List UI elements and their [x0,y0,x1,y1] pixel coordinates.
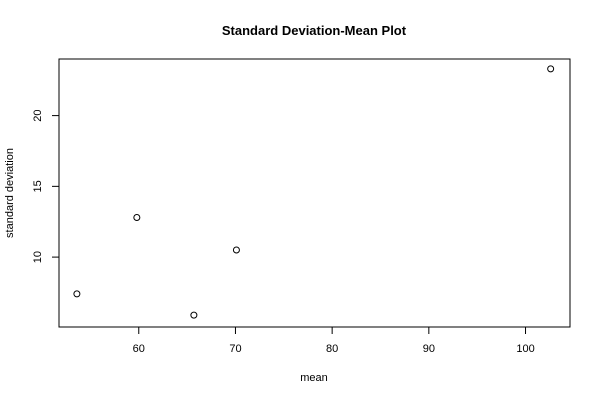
x-axis-label: mean [300,372,328,384]
data-point [133,213,141,221]
y-tick-label: 10 [32,251,44,263]
y-axis-label: standard deviation [4,148,16,238]
data-point [190,311,198,319]
x-axis: 60 70 80 90 100 [133,326,535,355]
data-point [547,65,555,73]
x-tick-label: 100 [516,343,534,355]
x-tick-label: 90 [423,343,435,355]
y-tick-label: 20 [32,109,44,121]
x-tick-label: 70 [229,343,241,355]
x-tick-label: 60 [133,343,145,355]
plot-frame [58,58,571,328]
chart-title: Standard Deviation-Mean Plot [222,23,407,38]
data-point [232,246,240,254]
data-point [73,290,81,298]
x-tick-label: 80 [326,343,338,355]
y-tick-label: 15 [32,180,44,192]
data-points [73,65,555,319]
y-axis: 10 15 20 [32,109,60,263]
